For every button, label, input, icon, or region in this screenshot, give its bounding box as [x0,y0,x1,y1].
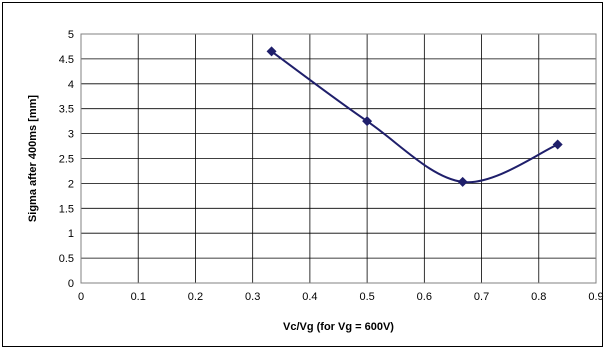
x-tick-labels: 0 0.1 0.2 0.3 0.4 0.5 0.6 0.7 0.8 0.9 [78,291,604,303]
y-tick-label: 2.5 [59,154,74,166]
x-tick-label: 0 [78,291,84,303]
data-point [552,139,563,150]
y-tick-label: 0 [68,278,74,290]
data-point [362,116,373,127]
grid [80,33,597,284]
data-markers [266,46,563,187]
x-tick-label: 0.4 [302,291,317,303]
y-tick-label: 3 [68,129,74,141]
x-tick-label: 0.3 [245,291,260,303]
x-tick-label: 0.8 [531,291,546,303]
y-tick-label: 1.5 [59,203,74,215]
data-point [266,46,277,57]
y-tick-label: 3.5 [59,104,74,116]
x-axis-label: Vc/Vg (for Vg = 600V) [283,321,394,333]
series-line [270,50,559,184]
x-tick-label: 0.6 [417,291,432,303]
x-tick-label: 0.7 [474,291,489,303]
x-tick-label: 0.5 [359,291,374,303]
x-tick-label: 0.9 [588,291,603,303]
y-axis-label: Sigma after 400ms [mm] [27,95,39,222]
x-tick-label: 0.1 [131,291,146,303]
y-tick-label: 5 [68,29,74,41]
y-tick-labels: 0 0.5 1 1.5 2 2.5 3 3.5 4 4.5 5 [59,29,74,290]
y-tick-label: 4.5 [59,54,74,66]
data-point [457,176,468,187]
y-tick-label: 0.5 [59,253,74,265]
chart-frame [2,2,603,347]
x-tick-label: 0.2 [188,291,203,303]
plot-area [80,33,597,284]
y-tick-label: 4 [68,79,74,91]
y-tick-label: 1 [68,228,74,240]
y-tick-label: 2 [68,178,74,190]
